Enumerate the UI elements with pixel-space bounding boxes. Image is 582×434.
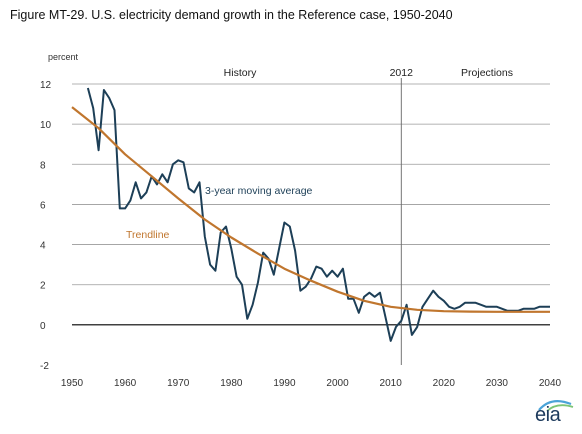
- y-axis-title: percent: [48, 52, 79, 62]
- logo-text: eia: [535, 404, 561, 426]
- x-tick-label: 1990: [273, 378, 296, 389]
- history-label: History: [224, 67, 257, 79]
- series-label-trendline: Trendline: [126, 229, 170, 241]
- x-tick-label: 2020: [433, 378, 456, 389]
- x-tick-label: 2000: [326, 378, 349, 389]
- divider-year-label: 2012: [390, 67, 414, 79]
- y-tick-label: 0: [40, 321, 46, 332]
- x-tick-label: 1980: [220, 378, 243, 389]
- trendline-line: [71, 106, 550, 313]
- x-tick-label: 2010: [380, 378, 403, 389]
- projections-label: Projections: [461, 67, 513, 79]
- y-tick-label: 2: [40, 281, 46, 292]
- x-tick-label: 2040: [539, 378, 562, 389]
- x-tick-label: 2030: [486, 378, 509, 389]
- series-lines: [71, 87, 550, 342]
- x-tick-label: 1950: [61, 378, 84, 389]
- eia-logo: eia: [535, 398, 575, 430]
- y-tick-label: 6: [40, 200, 46, 211]
- series-label-moving-average: 3-year moving average: [205, 185, 313, 197]
- page-title: Figure MT-29. U.S. electricity demand gr…: [10, 8, 453, 22]
- y-tick-label: 4: [40, 241, 46, 252]
- x-axis-labels: 1950 1960 1970 1980 1990 2000 2010 2020 2030 2040: [61, 378, 562, 389]
- y-tick-label: 10: [40, 120, 52, 131]
- y-axis-labels: -2 0 2 4 6 8 10 12: [40, 80, 52, 372]
- y-tick-label: 12: [40, 80, 52, 91]
- y-tick-label: -2: [40, 361, 49, 372]
- logo-arc-icon: [538, 399, 574, 412]
- x-tick-label: 1970: [167, 378, 190, 389]
- y-tick-label: 8: [40, 160, 46, 171]
- grid-lines: [72, 83, 550, 286]
- x-tick-label: 1960: [114, 378, 137, 389]
- moving-average-line: [86, 87, 550, 342]
